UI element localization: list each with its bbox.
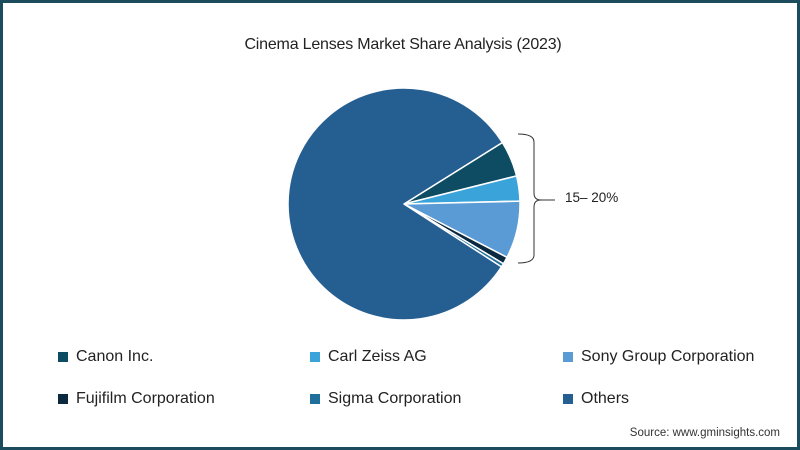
legend-label: Carl Zeiss AG <box>328 348 427 365</box>
chart-title: Cinema Lenses Market Share Analysis (202… <box>244 36 562 53</box>
pie-slice-others <box>287 87 504 321</box>
pie-chart <box>287 87 555 321</box>
legend: Canon Inc. Carl Zeiss AG Sony Group Corp… <box>3 3 797 447</box>
legend-swatch <box>58 352 68 362</box>
legend-swatch <box>310 394 320 404</box>
legend-item-sony: Sony Group Corporation <box>563 348 754 366</box>
pie-slices <box>287 87 521 321</box>
legend-label: Sigma Corporation <box>328 390 462 407</box>
bracket <box>517 133 555 264</box>
legend-item-others: Others <box>563 390 629 408</box>
legend-label: Others <box>581 390 630 407</box>
legend-item-carl-zeiss: Carl Zeiss AG <box>310 348 427 366</box>
legend-item-fujifilm: Fujifilm Corporation <box>58 390 215 408</box>
bracket-label: 15– 20% <box>565 190 619 205</box>
legend-swatch <box>563 352 573 362</box>
legend-label: Fujifilm Corporation <box>76 390 215 407</box>
legend-swatch <box>58 394 68 404</box>
legend-label: Sony Group Corporation <box>581 348 755 365</box>
legend-swatch <box>563 394 573 404</box>
legend-item-sigma: Sigma Corporation <box>310 390 461 408</box>
legend-label: Canon Inc. <box>76 348 154 365</box>
legend-item-canon: Canon Inc. <box>58 348 153 366</box>
source-note: Source: www.gminsights.com <box>629 427 780 439</box>
legend-swatch <box>310 352 320 362</box>
